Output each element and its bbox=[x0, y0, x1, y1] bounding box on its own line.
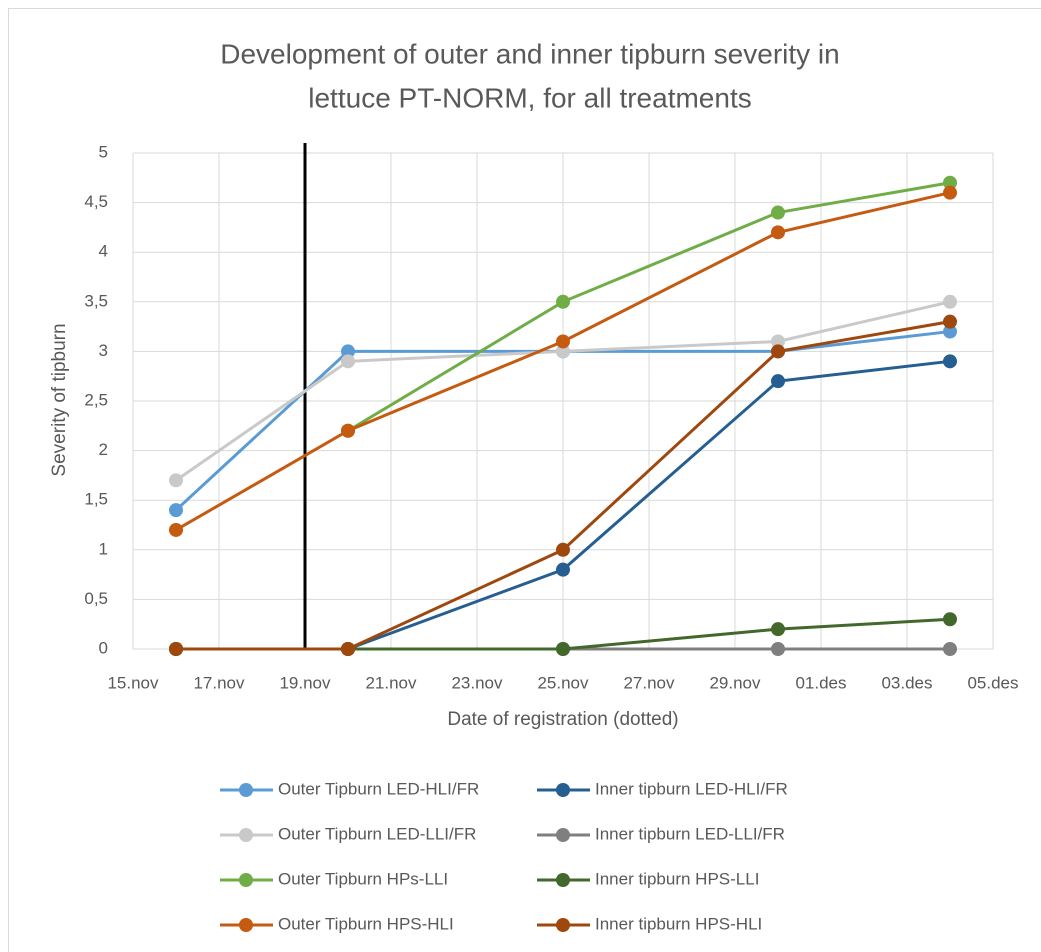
data-point bbox=[771, 205, 785, 220]
x-tick-label: 03.des bbox=[881, 673, 932, 692]
y-tick-label: 4 bbox=[99, 242, 108, 261]
y-tick-label: 3,5 bbox=[84, 291, 108, 310]
chart-title: lettuce PT-NORM, for all treatments bbox=[308, 82, 751, 113]
data-point bbox=[341, 344, 355, 359]
x-tick-label: 15.nov bbox=[107, 673, 159, 692]
data-point bbox=[943, 612, 957, 627]
y-tick-label: 5 bbox=[99, 142, 108, 161]
data-point bbox=[771, 344, 785, 359]
data-point bbox=[341, 354, 355, 369]
series-line bbox=[347, 181, 951, 433]
legend-marker bbox=[556, 783, 570, 797]
legend-marker bbox=[556, 873, 570, 887]
y-tick-label: 2,5 bbox=[84, 390, 108, 409]
legend-marker bbox=[239, 918, 253, 932]
legend-marker bbox=[239, 783, 253, 797]
legend-marker bbox=[556, 918, 570, 932]
x-tick-label: 17.nov bbox=[193, 673, 245, 692]
legend-label: Inner tipburn LED-HLI/FR bbox=[595, 779, 788, 798]
data-point bbox=[771, 622, 785, 637]
y-tick-label: 4,5 bbox=[84, 192, 108, 211]
chart-frame bbox=[8, 8, 1041, 952]
legend-marker bbox=[556, 828, 570, 842]
data-point bbox=[341, 423, 355, 438]
y-tick-label: 0,5 bbox=[84, 589, 108, 608]
y-tick-label: 1,5 bbox=[84, 490, 108, 509]
data-point bbox=[943, 354, 957, 369]
legend-marker bbox=[239, 873, 253, 887]
data-point bbox=[771, 334, 785, 349]
legend-label: Inner tipburn HPS-HLI bbox=[595, 914, 762, 933]
data-point bbox=[771, 374, 785, 389]
y-tick-label: 0 bbox=[99, 638, 108, 657]
x-tick-label: 29.nov bbox=[709, 673, 761, 692]
legend-marker bbox=[239, 828, 253, 842]
data-point bbox=[169, 642, 183, 656]
x-tick-label: 19.nov bbox=[279, 673, 331, 692]
legend-label: Outer Tipburn HPS-HLI bbox=[278, 914, 454, 933]
y-axis-label: Severity of tipburn bbox=[49, 323, 70, 476]
legend-label: Inner tipburn LED-LLI/FR bbox=[595, 824, 785, 843]
x-tick-label: 21.nov bbox=[365, 673, 417, 692]
legend-label: Outer Tipburn LED-HLI/FR bbox=[278, 779, 479, 798]
y-tick-label: 1 bbox=[99, 539, 108, 558]
x-tick-label: 27.nov bbox=[623, 673, 675, 692]
data-point bbox=[169, 503, 183, 518]
data-point bbox=[341, 642, 355, 656]
x-tick-label: 01.des bbox=[795, 673, 846, 692]
data-point bbox=[556, 334, 570, 349]
data-point bbox=[943, 314, 957, 329]
data-point bbox=[771, 642, 785, 656]
data-point bbox=[556, 294, 570, 309]
y-tick-label: 3 bbox=[99, 341, 108, 360]
data-point bbox=[943, 324, 957, 339]
data-point bbox=[556, 642, 570, 656]
data-point bbox=[556, 562, 570, 577]
legend-label: Inner tipburn HPS-LLI bbox=[595, 869, 759, 888]
x-tick-label: 23.nov bbox=[451, 673, 503, 692]
legend-label: Outer Tipburn LED-LLI/FR bbox=[278, 824, 476, 843]
data-point bbox=[169, 473, 183, 488]
chart-title: Development of outer and inner tipburn s… bbox=[220, 38, 839, 69]
data-point bbox=[943, 294, 957, 309]
data-point bbox=[169, 522, 183, 537]
x-tick-label: 25.nov bbox=[537, 673, 589, 692]
data-point bbox=[771, 225, 785, 240]
data-point bbox=[556, 344, 570, 359]
data-point bbox=[943, 642, 957, 656]
x-tick-label: 05.des bbox=[967, 673, 1018, 692]
data-point bbox=[943, 175, 957, 190]
x-axis-label: Date of registration (dotted) bbox=[447, 709, 678, 730]
data-point bbox=[556, 542, 570, 557]
data-point bbox=[943, 185, 957, 200]
legend-label: Outer Tipburn HPs-LLI bbox=[278, 869, 448, 888]
y-tick-label: 2 bbox=[99, 440, 108, 459]
